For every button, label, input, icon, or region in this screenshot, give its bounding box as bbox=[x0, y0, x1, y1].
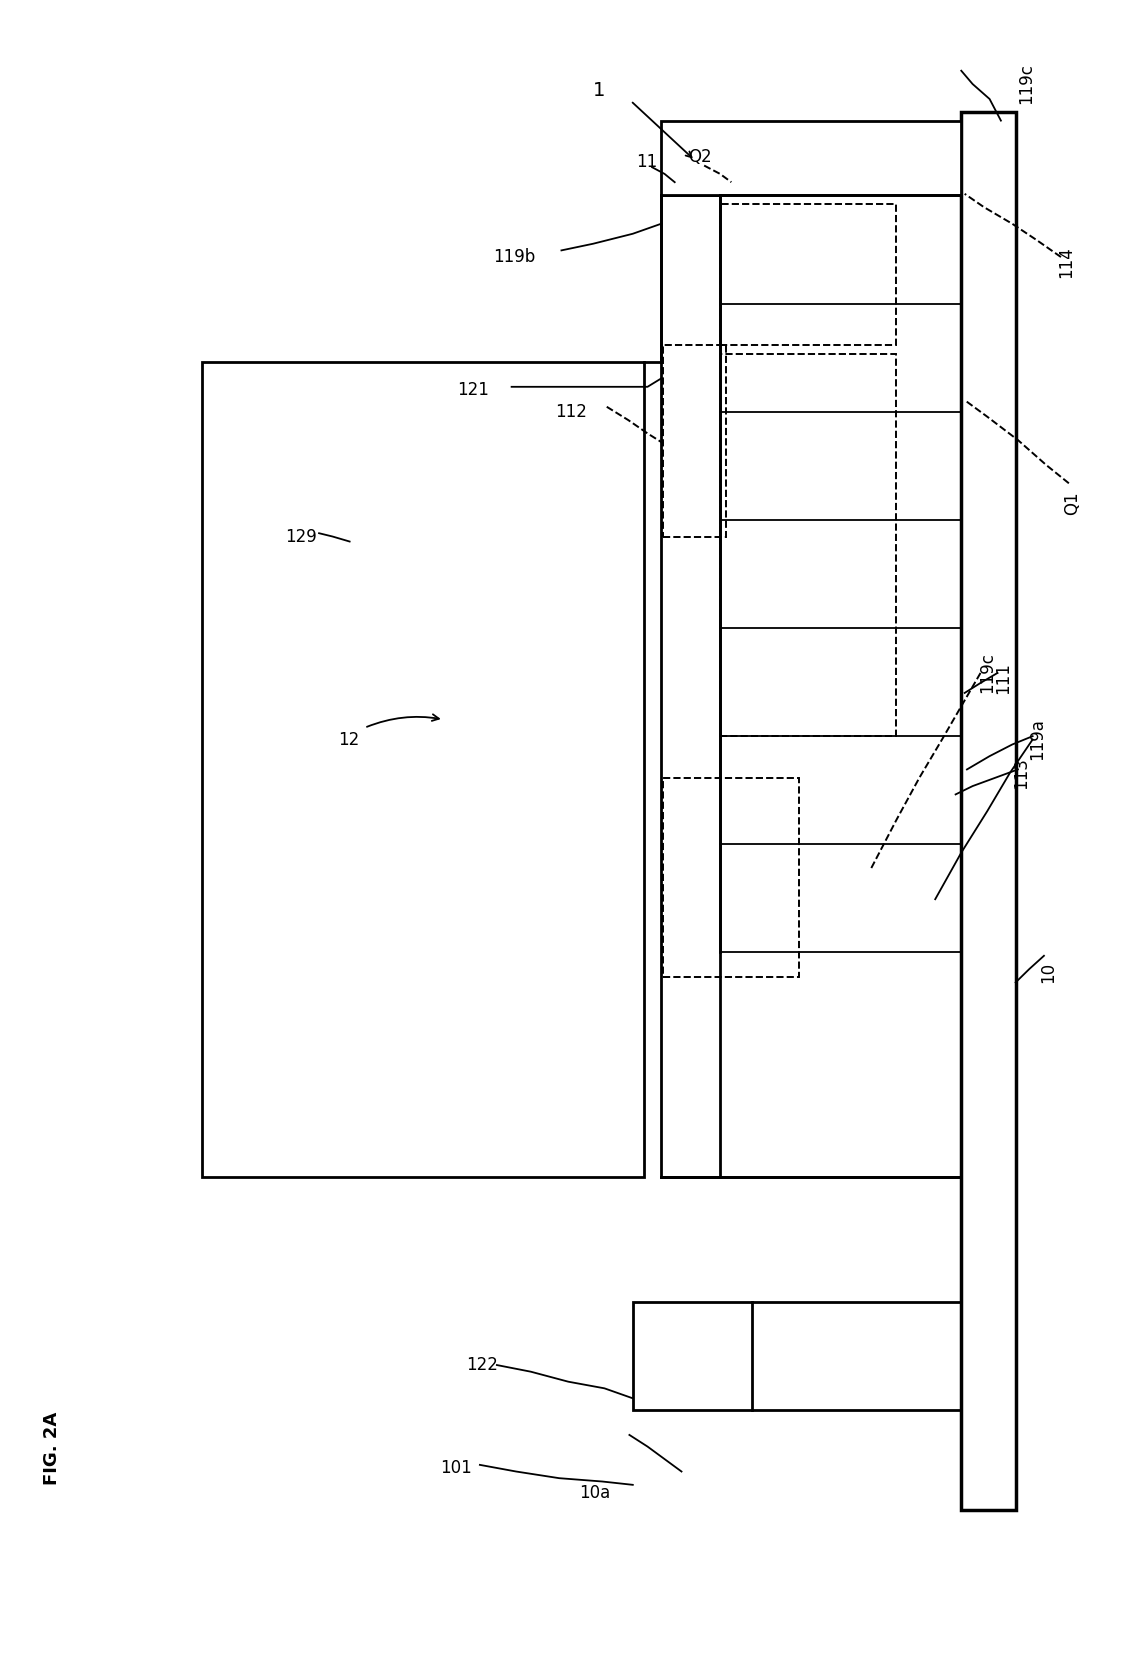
Text: 111: 111 bbox=[994, 662, 1012, 694]
Bar bbox=[661, 120, 961, 196]
Text: 112: 112 bbox=[555, 403, 586, 421]
Text: 121: 121 bbox=[458, 381, 489, 400]
Text: 129: 129 bbox=[285, 528, 317, 545]
Text: 119c: 119c bbox=[1017, 64, 1035, 104]
Text: FIG. 2A: FIG. 2A bbox=[42, 1411, 60, 1485]
Text: 12: 12 bbox=[338, 731, 359, 749]
Bar bbox=[720, 353, 896, 736]
Text: Q1: Q1 bbox=[1063, 492, 1082, 515]
Text: 122: 122 bbox=[467, 1356, 499, 1374]
Text: 10a: 10a bbox=[580, 1485, 610, 1501]
Text: 113: 113 bbox=[1012, 757, 1030, 789]
Bar bbox=[633, 1302, 752, 1409]
Text: 10: 10 bbox=[1039, 961, 1058, 983]
Text: 119b: 119b bbox=[493, 247, 536, 266]
Text: 1: 1 bbox=[593, 82, 606, 100]
Bar bbox=[663, 777, 800, 978]
Text: 119c: 119c bbox=[978, 652, 996, 694]
Bar bbox=[202, 361, 645, 1177]
Text: 119a: 119a bbox=[1028, 719, 1046, 761]
Text: Q2: Q2 bbox=[688, 149, 712, 166]
Text: 101: 101 bbox=[440, 1460, 472, 1476]
Bar bbox=[663, 344, 726, 537]
Text: 11: 11 bbox=[637, 154, 657, 171]
Bar bbox=[961, 112, 1015, 1510]
Bar bbox=[661, 196, 720, 1177]
Bar bbox=[720, 204, 896, 344]
Text: 114: 114 bbox=[1058, 246, 1076, 278]
